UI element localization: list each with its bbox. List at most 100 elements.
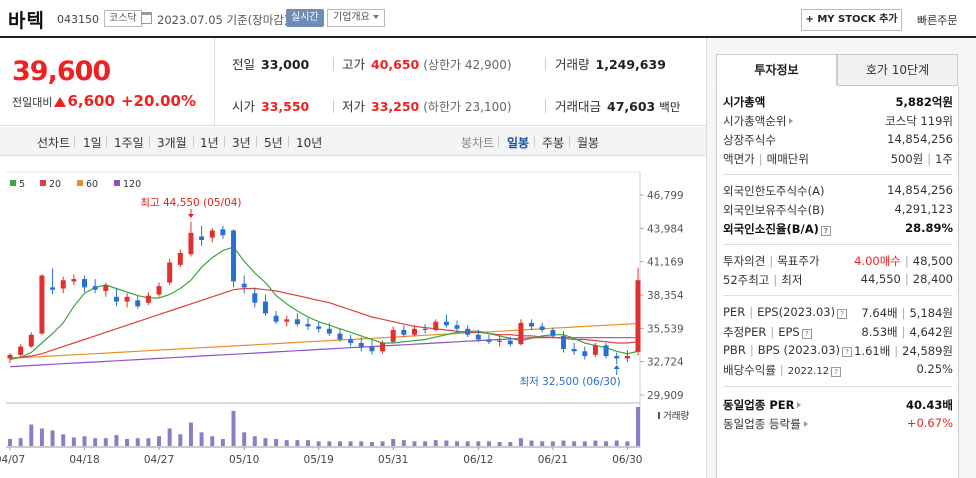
y-tick-label: 35,539 (647, 323, 684, 335)
candle-body (103, 284, 109, 291)
stat-value: 47,603 (607, 99, 656, 114)
candle-body (135, 300, 141, 307)
candlestick-chart-svg[interactable]: 5 20 60 120 46,799 43,984 41,169 38,354 35,539 32… (0, 157, 706, 478)
stat-value: 40,650 (371, 57, 420, 72)
row-label: 상장주식수 (723, 133, 776, 147)
period-1y[interactable]: 1년 (200, 136, 219, 150)
candle-weekly[interactable]: 주봉 (542, 136, 565, 150)
mystock-add-button[interactable]: + MY STOCK 추가 (801, 9, 902, 31)
legend-label-5: 5 (19, 179, 25, 190)
period-3m[interactable]: 3개월 (157, 136, 187, 150)
unit-label: 매매단위 (766, 152, 809, 166)
volume-bar (369, 442, 374, 446)
volume-bar (274, 438, 279, 446)
w52-low-label: 최저 (781, 273, 803, 287)
separator: | (904, 254, 909, 268)
high-arrow-head (187, 214, 194, 218)
legend-label-20: 20 (49, 179, 61, 190)
stat-value: 33,250 (371, 99, 420, 114)
legend-swatch-5 (10, 180, 16, 186)
y-tick-label: 43,984 (647, 223, 684, 235)
row-value: 500원 | 1주 (891, 151, 953, 167)
right-panel: 투자정보 호가 10단계 시가총액 5,882억원 시가총액순위 코스닥 119위 … (706, 38, 976, 478)
period-1w[interactable]: 1주일 (114, 136, 144, 150)
volume-bar (540, 441, 545, 446)
divider (106, 136, 107, 147)
volume-bar (412, 441, 417, 446)
opinion-value: 4.00매수 (854, 254, 901, 268)
tab-order-book[interactable]: 호가 10단계 (837, 54, 958, 86)
chevron-right-icon[interactable] (797, 402, 802, 408)
quick-order-link[interactable]: 빠른주문 (917, 14, 958, 27)
candle-body (582, 351, 588, 357)
help-icon[interactable]: ? (842, 347, 853, 357)
line-chart-button[interactable]: 선차트 (37, 136, 71, 150)
divider (545, 99, 546, 113)
ma120-line (9, 337, 638, 368)
period-10y[interactable]: 10년 (296, 136, 323, 150)
divider (288, 136, 289, 147)
help-icon[interactable]: ? (801, 329, 812, 339)
opinion-label: 투자의견 (723, 254, 766, 268)
volume-bar (561, 440, 566, 446)
volume-bar (210, 436, 215, 446)
volume-bar (455, 441, 460, 446)
volume-bar (114, 435, 119, 446)
volume-bar (636, 407, 640, 446)
period-1d[interactable]: 1일 (83, 136, 102, 150)
row-label: 52주최고 | 최저 (723, 272, 802, 288)
period-5y[interactable]: 5년 (264, 136, 283, 150)
company-overview-label: 기업개요 (333, 12, 370, 23)
stock-chart: 5 20 60 120 46,799 43,984 41,169 38,354 35,539 32… (0, 157, 706, 478)
chevron-right-icon[interactable] (803, 421, 808, 427)
est-eps-value: 4,642원 (909, 325, 953, 339)
volume-bar (231, 410, 236, 446)
candle-body (188, 232, 194, 255)
stat-label: 고가 (342, 57, 366, 72)
company-overview-dropdown[interactable]: 기업개요 (327, 9, 385, 27)
row-value: 0.25% (916, 362, 953, 376)
volume-bar (444, 440, 449, 446)
volume-bar (188, 422, 193, 446)
volume-bar (486, 441, 491, 446)
volume-bar (518, 438, 523, 446)
divider (214, 38, 215, 126)
current-price: 39,600 (12, 56, 111, 87)
row-value: 5,882억원 (895, 95, 953, 109)
tab-investment-info[interactable]: 투자정보 (716, 54, 837, 86)
row-label: PBR | BPS (2023.03)? (723, 343, 853, 357)
realtime-button[interactable]: 실시간 (286, 9, 324, 27)
row-listed-shares: 상장주식수 14,854,256 (723, 132, 953, 150)
target-label: 목표주가 (777, 254, 820, 268)
stat-value: 33,000 (261, 57, 310, 72)
x-tick-label: 04/07 (0, 454, 25, 466)
help-icon[interactable]: ? (837, 309, 848, 319)
period-3y[interactable]: 3년 (232, 136, 251, 150)
candle-daily[interactable]: 일봉 (507, 136, 530, 150)
divider (569, 136, 570, 147)
candle-body (124, 296, 130, 302)
candle-body (82, 279, 88, 288)
x-tick-label: 06/21 (538, 454, 568, 466)
candle-body (560, 335, 566, 349)
stat-high: 고가 40,650 (상한가 42,900) (342, 54, 512, 73)
w52-low: 28,400 (912, 272, 953, 286)
candle-body (71, 279, 77, 282)
row-market-cap: 시가총액 5,882억원 (723, 94, 953, 112)
chevron-right-icon[interactable] (789, 118, 794, 124)
candle-monthly[interactable]: 월봉 (577, 136, 600, 150)
candle-body (592, 345, 598, 355)
stock-header: 바텍 043150 코스닥 2023.07.05 기준(장마감) 실시간 기업개… (0, 0, 976, 38)
volume-bar (263, 438, 268, 446)
volume-bar (593, 440, 598, 446)
candle-body (348, 339, 354, 344)
help-icon[interactable]: ? (831, 367, 842, 377)
row-dividend: 배당수익률 | 2022.12? 0.25% (723, 362, 953, 380)
help-icon[interactable]: ? (820, 226, 831, 236)
volume-bar (39, 428, 44, 446)
volume-bar (529, 440, 534, 446)
bps-value: 24,589원 (902, 344, 953, 358)
legend-label-120: 120 (123, 179, 141, 190)
stock-code: 043150 (57, 13, 99, 26)
candle-body (433, 321, 439, 330)
